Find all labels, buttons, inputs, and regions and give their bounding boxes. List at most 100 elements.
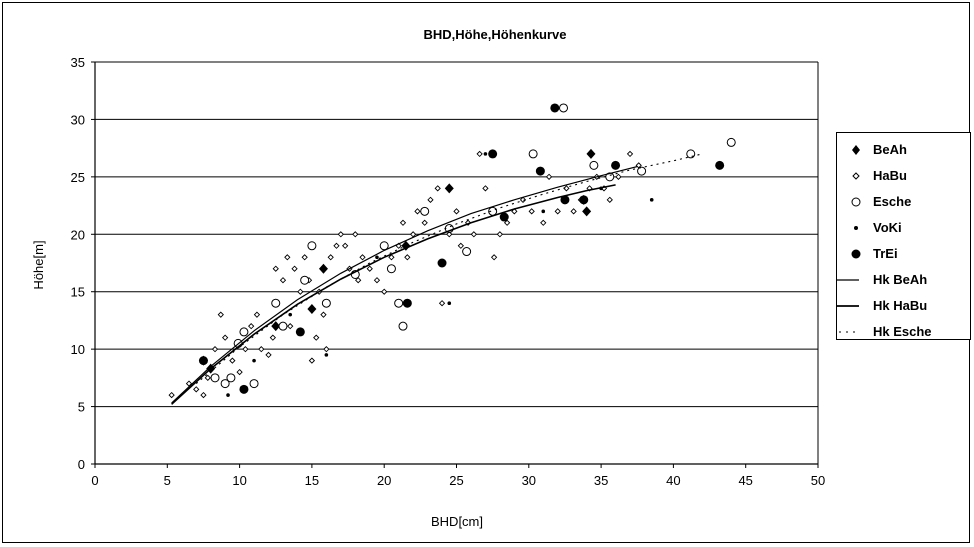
legend: BeAh HaBu Esche VoKi TrEi Hk BeAh Hk H: [836, 132, 971, 340]
data-point: [248, 323, 255, 330]
data-point: [404, 254, 411, 261]
data-point: [204, 374, 211, 381]
trend-line: [195, 153, 703, 385]
circle-open-icon: [851, 197, 861, 207]
data-point: [168, 391, 175, 399]
data-point: [193, 386, 200, 393]
data-point: [272, 265, 279, 272]
data-point: [586, 148, 596, 159]
data-point: [496, 231, 504, 238]
line-dotted-icon: [839, 331, 859, 333]
legend-item-hk-habu: Hk HaBu: [837, 293, 970, 319]
data-point: [447, 301, 452, 306]
x-tick-label: 20: [377, 473, 391, 488]
x-tick-label: 50: [811, 473, 825, 488]
data-point: [323, 346, 330, 353]
data-point: [541, 209, 546, 214]
data-point: [490, 254, 498, 261]
data-point: [291, 265, 298, 272]
data-point: [414, 208, 421, 215]
data-point: [217, 311, 224, 318]
data-point: [249, 379, 259, 389]
data-point: [446, 231, 453, 238]
data-point: [253, 311, 261, 318]
x-tick-label: 45: [738, 473, 752, 488]
data-point: [482, 185, 489, 192]
data-point: [476, 150, 483, 158]
data-point: [427, 196, 434, 203]
x-tick-label: 40: [666, 473, 680, 488]
series-hk-beah: [171, 165, 638, 404]
legend-label: Esche: [873, 194, 912, 209]
dot-small-icon: [854, 226, 858, 230]
legend-item-trei: TrEi: [837, 241, 970, 267]
data-point: [333, 242, 340, 249]
gridlines: [95, 61, 819, 464]
x-tick-label: 15: [305, 473, 319, 488]
y-tick-label: 0: [78, 457, 85, 472]
y-tick-label: 15: [71, 285, 85, 300]
data-point: [535, 166, 545, 176]
data-point: [615, 173, 622, 180]
data-point: [359, 254, 366, 261]
data-point: [210, 373, 220, 383]
data-point: [318, 263, 328, 274]
series-esche: [210, 103, 736, 389]
data-point: [582, 206, 592, 217]
data-point: [278, 321, 288, 331]
data-point: [649, 198, 654, 202]
y-tick-label: 5: [78, 400, 85, 415]
legend-label: BeAh: [873, 142, 907, 157]
x-tick-label: 5: [164, 473, 171, 488]
data-point: [337, 231, 344, 238]
legend-item-habu: HaBu: [837, 163, 970, 189]
legend-label: Hk HaBu: [873, 298, 928, 313]
series-trei: [198, 103, 725, 394]
data-point: [726, 137, 736, 147]
series-hk-habu: [171, 184, 616, 405]
data-point: [570, 208, 577, 215]
data-point: [637, 166, 647, 176]
legend-label: Hk BeAh: [873, 272, 928, 287]
data-point: [560, 195, 570, 205]
data-point: [198, 356, 208, 366]
x-tick-label: 0: [91, 473, 98, 488]
legend-item-beah: BeAh: [837, 137, 970, 163]
circle-filled-icon: [851, 249, 861, 259]
legend-item-hk-beah: Hk BeAh: [837, 267, 970, 293]
data-point: [402, 298, 412, 308]
data-point: [606, 196, 613, 203]
data-point: [284, 254, 291, 261]
data-point: [258, 346, 265, 353]
data-point: [462, 247, 472, 257]
axes: 0 5 10 15 20 25 30 35 0 5 10 15 20 25 30 35 40 45 50: [71, 55, 826, 488]
y-tick-label: 20: [71, 227, 85, 242]
data-point: [528, 208, 535, 215]
data-point: [519, 196, 527, 203]
data-point: [626, 150, 634, 158]
x-tick-label: 10: [232, 473, 246, 488]
data-point: [222, 334, 229, 341]
data-point: [308, 357, 316, 364]
data-point: [239, 384, 249, 394]
data-point: [352, 231, 359, 238]
series-hk-esche: [195, 153, 703, 385]
series-beah: [198, 148, 596, 374]
data-point: [499, 212, 509, 222]
y-tick-label: 25: [71, 170, 85, 185]
data-point: [444, 183, 454, 194]
data-point: [386, 264, 396, 274]
data-point: [421, 219, 428, 226]
data-point: [715, 160, 725, 170]
data-point: [554, 208, 561, 215]
data-point: [589, 160, 599, 170]
trend-line: [171, 184, 616, 405]
data-point: [470, 231, 477, 238]
data-point: [229, 357, 236, 364]
data-point: [242, 346, 249, 353]
data-point: [483, 152, 488, 156]
data-point: [342, 242, 349, 249]
data-point: [366, 265, 373, 272]
